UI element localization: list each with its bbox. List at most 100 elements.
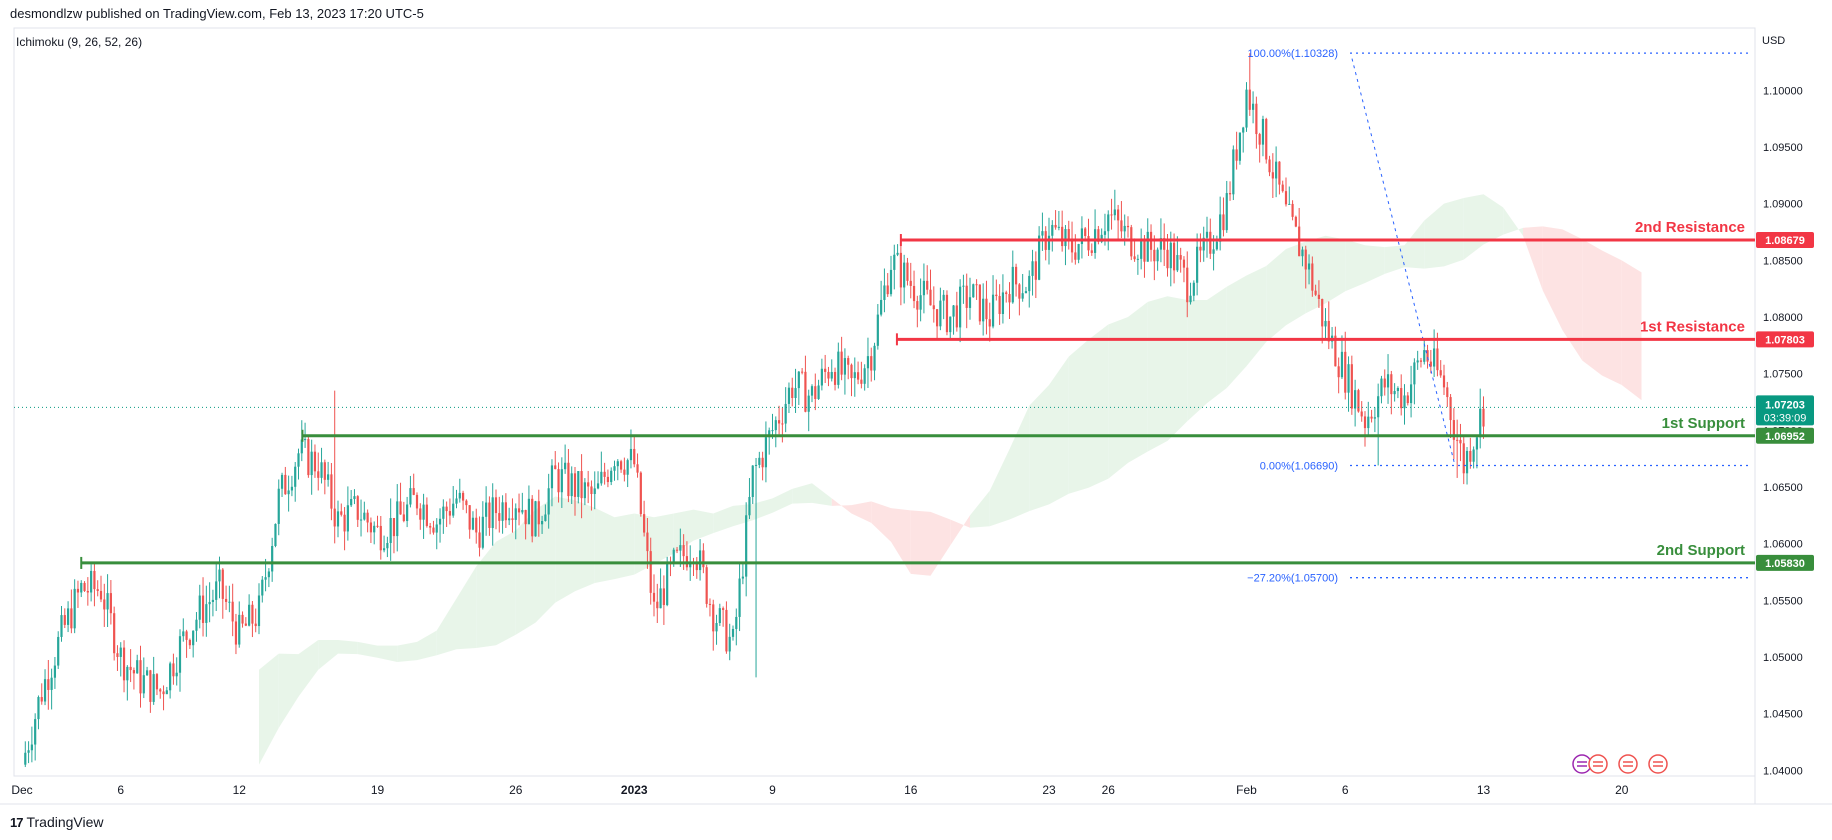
candle-body: [149, 670, 152, 702]
candle-body: [1452, 420, 1455, 440]
candle-body: [1219, 214, 1222, 242]
candle-body: [1166, 249, 1169, 269]
candle-body: [116, 653, 119, 657]
candle-body: [1123, 225, 1126, 232]
cloud-segment: [357, 641, 378, 658]
candle-body: [1001, 292, 1005, 315]
candle-body: [99, 590, 103, 600]
x-tick-label: 6: [117, 783, 124, 797]
candle-body: [369, 522, 373, 533]
candle-body: [1456, 439, 1459, 441]
price-chart[interactable]: 1.10000 1.09500 1.09000 1.08500 1.08000 1.075…: [0, 0, 1832, 812]
candle-body: [1350, 364, 1353, 409]
cloud-segment: [772, 488, 793, 513]
candle-body: [524, 509, 527, 525]
cloud-segment: [910, 510, 931, 576]
candle-body: [955, 305, 958, 328]
candle-body: [517, 508, 521, 513]
candle-body: [195, 619, 198, 631]
candle-body: [833, 371, 837, 385]
candle-body: [1051, 224, 1054, 236]
candle-body: [1103, 231, 1107, 235]
candle-body: [96, 589, 99, 591]
candle-body: [1469, 450, 1472, 462]
candle-body: [1439, 370, 1442, 376]
candle-body: [1268, 159, 1271, 173]
candle-body: [1409, 384, 1413, 404]
candle-body: [155, 674, 159, 690]
candle-body: [949, 316, 952, 333]
candle-body: [1209, 231, 1212, 254]
x-tick-label: Dec: [11, 783, 32, 797]
candle-body: [1192, 282, 1195, 296]
candle-body: [639, 472, 642, 515]
candle-body: [728, 636, 731, 652]
candle-body: [616, 461, 619, 467]
candle-body: [1317, 294, 1321, 299]
candle-body: [853, 372, 856, 379]
candle-body: [1038, 235, 1041, 280]
cloud-segment: [1009, 405, 1030, 520]
candle-body: [547, 488, 550, 515]
candle-body: [1212, 249, 1215, 254]
candle-body: [534, 501, 537, 537]
candle-body: [145, 670, 149, 676]
candle-body: [659, 588, 662, 609]
candle-body: [76, 588, 80, 593]
candle-body: [656, 601, 659, 609]
candle-body: [353, 496, 356, 500]
candle-body: [998, 296, 1001, 315]
footer-brand[interactable]: TradingView: [26, 814, 104, 830]
candle-body: [1074, 252, 1077, 260]
candle-body: [824, 368, 827, 372]
y-tick-label: 1.05500: [1763, 595, 1803, 607]
candle-body: [1426, 350, 1429, 362]
candle-body: [452, 503, 455, 516]
candle-body: [494, 497, 498, 514]
candle-body: [1373, 417, 1376, 419]
candle-body: [606, 476, 610, 483]
cloud-segment: [654, 513, 674, 565]
candle-body: [600, 471, 603, 484]
candle-body: [172, 663, 175, 677]
cloud-segment: [298, 640, 319, 697]
currency-label: USD: [1762, 35, 1785, 47]
candle-body: [1393, 391, 1396, 395]
candle-body: [1107, 214, 1110, 232]
candle-body: [1386, 374, 1390, 388]
cloud-segment: [1444, 198, 1464, 267]
candle-body: [1340, 351, 1344, 378]
candle-body: [1189, 295, 1192, 303]
candle-body: [922, 280, 926, 296]
candle-body: [1284, 191, 1288, 205]
candle-body: [1070, 238, 1074, 253]
candle-body: [889, 269, 893, 295]
y-tick-label: 1.06500: [1763, 482, 1803, 494]
candle-body: [797, 371, 800, 389]
candle-body: [478, 532, 481, 548]
cloud-segment: [989, 449, 1010, 527]
candle-body: [1271, 172, 1274, 179]
candle-body: [557, 469, 560, 493]
cloud-segment: [831, 498, 852, 514]
candle-body: [982, 298, 985, 322]
candle-body: [1265, 118, 1268, 160]
candle-body: [985, 298, 988, 320]
candle-body: [30, 744, 33, 751]
indicator-label[interactable]: Ichimoku (9, 26, 52, 26): [16, 35, 142, 49]
candle-body: [93, 570, 96, 590]
candle-body: [662, 588, 665, 606]
candle-body: [577, 471, 580, 497]
fib-label: 0.00%(1.06690): [1260, 460, 1338, 472]
candle-body: [113, 613, 116, 654]
last-price-value: 1.07203: [1765, 399, 1805, 411]
candle-body: [916, 301, 919, 310]
candle-body: [926, 280, 929, 290]
candle-body: [399, 501, 402, 515]
candle-body: [119, 647, 122, 657]
level-name: 1st Support: [1662, 415, 1745, 432]
candle-body: [373, 525, 376, 533]
candle-body: [346, 505, 349, 532]
candle-body: [1169, 242, 1172, 269]
candle-body: [1419, 360, 1423, 362]
